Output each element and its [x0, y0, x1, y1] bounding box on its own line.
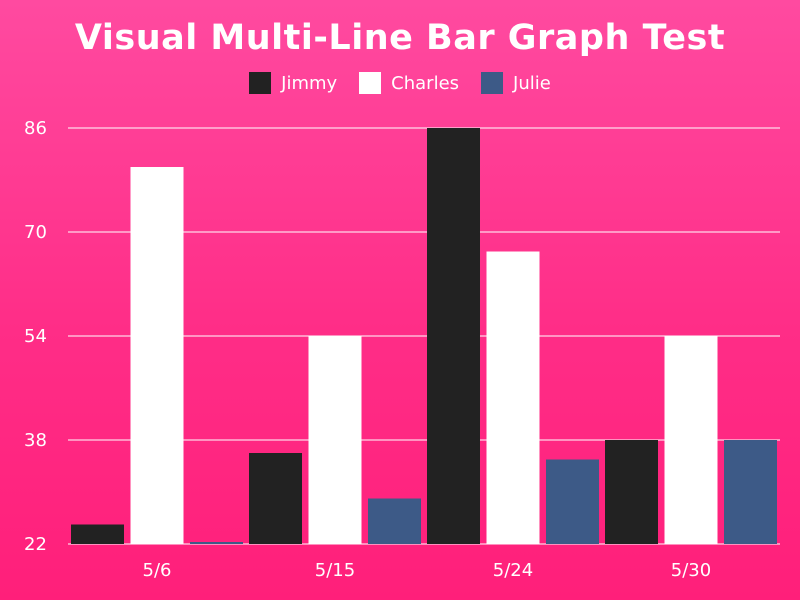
- legend-swatch-charles: [359, 72, 382, 94]
- legend: Jimmy Charles Julie: [0, 72, 800, 94]
- legend-swatch-julie: [481, 72, 504, 94]
- legend-item-julie: Julie: [481, 72, 551, 94]
- legend-label-jimmy: Jimmy: [281, 72, 338, 94]
- y-tick-label: 86: [24, 118, 47, 139]
- bar-jimmy-2: [427, 128, 480, 544]
- bar-julie-3: [724, 440, 777, 544]
- bar-jimmy-3: [605, 440, 658, 544]
- chart-title: Visual Multi-Line Bar Graph Test: [74, 18, 726, 58]
- y-tick-label: 70: [24, 222, 47, 243]
- legend-label-charles: Charles: [391, 72, 460, 94]
- bar-charles-3: [664, 336, 718, 544]
- bar-charles-2: [486, 251, 540, 544]
- y-tick-label: 22: [24, 534, 47, 555]
- legend-swatch-jimmy: [249, 72, 272, 94]
- legend-item-jimmy: Jimmy: [249, 72, 337, 94]
- bar-julie-1: [368, 498, 421, 544]
- bar-charles-1: [308, 336, 362, 544]
- x-tick-label: 5/24: [493, 560, 533, 581]
- legend-label-julie: Julie: [513, 72, 551, 94]
- bar-charles-0: [130, 167, 184, 544]
- x-tick-label: 5/15: [315, 560, 355, 581]
- legend-item-charles: Charles: [359, 72, 459, 94]
- y-tick-label: 54: [24, 326, 47, 347]
- x-tick-label: 5/6: [143, 560, 172, 581]
- bar-julie-2: [546, 459, 599, 544]
- bar-jimmy-0: [71, 524, 124, 544]
- bar-jimmy-1: [249, 453, 302, 544]
- x-tick-label: 5/30: [671, 560, 711, 581]
- bar-julie-0: [190, 542, 243, 544]
- y-tick-label: 38: [24, 430, 47, 451]
